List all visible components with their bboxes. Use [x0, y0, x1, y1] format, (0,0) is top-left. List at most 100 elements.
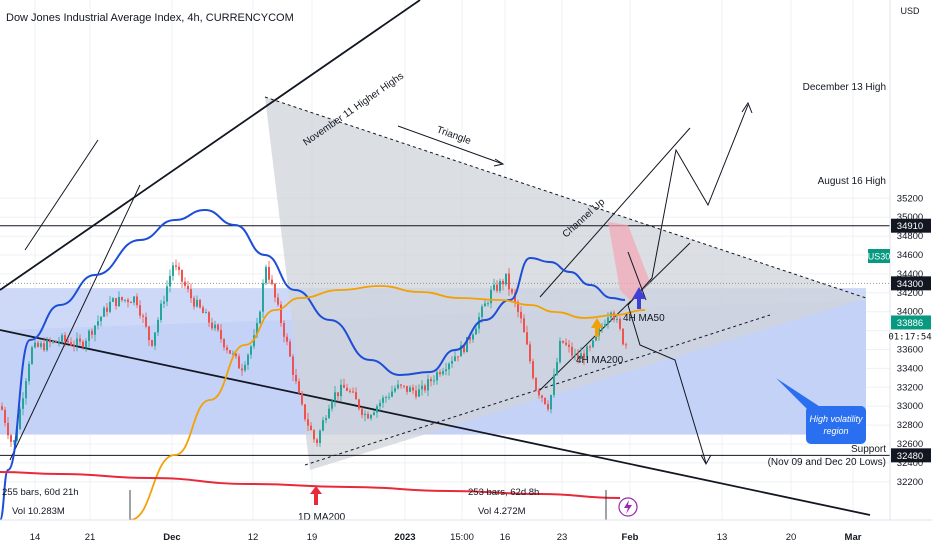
candle-body — [1, 406, 3, 410]
candle-body — [76, 338, 78, 346]
candle-body — [79, 338, 81, 342]
candle-body — [22, 398, 24, 409]
label-1d-ma200: 1D MA200 — [298, 512, 346, 523]
price-badge-label: 32480 — [897, 451, 923, 462]
candle-body — [616, 318, 618, 320]
ma200-line — [129, 285, 646, 520]
candle-body — [592, 340, 594, 347]
candle-body — [595, 335, 597, 341]
time-tick-label: 12 — [248, 532, 259, 543]
candle-body — [43, 343, 45, 351]
candle-body — [97, 321, 99, 326]
candle-body — [460, 345, 462, 357]
arrowhead-bullish — [741, 101, 753, 114]
candle-body — [172, 265, 174, 276]
candle-body — [340, 384, 342, 397]
candle-body — [361, 408, 363, 416]
candle-body — [499, 280, 501, 291]
candle-body — [67, 341, 69, 343]
price-tick-label: 33000 — [897, 401, 923, 412]
triangle-arrow-line — [397, 125, 504, 165]
price-tick-label: 34200 — [897, 288, 923, 299]
candle-body — [505, 273, 507, 285]
candle-body — [502, 280, 504, 285]
candle-body — [403, 385, 405, 387]
projection-bearish — [627, 304, 707, 464]
measure-right-vol: Vol 4.272M — [478, 506, 526, 517]
candle-body — [250, 346, 252, 355]
candle-body — [484, 303, 486, 307]
candle-body — [580, 353, 582, 359]
candle-body — [82, 341, 84, 348]
candle-body — [160, 303, 162, 320]
price-badge — [891, 315, 931, 330]
candle-body — [64, 335, 66, 342]
candle-body — [256, 323, 258, 336]
callout-text-line1: High volatility — [809, 414, 863, 424]
price-badge — [891, 218, 931, 233]
candle-body — [118, 296, 120, 307]
candle-body — [313, 430, 315, 440]
channel-line-b — [24, 139, 99, 251]
candle-body — [466, 337, 468, 353]
candle-body — [322, 420, 324, 431]
candle-body — [232, 353, 234, 355]
candle-body — [358, 399, 360, 409]
price-tick-label: 35000 — [897, 212, 923, 223]
candle-body — [259, 311, 261, 324]
candle-body — [376, 406, 378, 413]
candle-body — [556, 362, 558, 375]
candle-body — [220, 329, 222, 340]
label-aug16-high: August 16 High — [818, 176, 886, 187]
triangle-pattern — [265, 97, 866, 470]
time-tick-label: 20 — [786, 532, 797, 543]
candle-body — [31, 347, 33, 364]
candle-body — [208, 312, 210, 323]
candle-body — [61, 335, 63, 342]
symbol-badge-label: US30 — [868, 252, 891, 262]
candle-body — [346, 387, 348, 391]
candle-body — [175, 265, 177, 267]
candle-body — [319, 430, 321, 444]
price-tick-label: 35200 — [897, 193, 923, 204]
candle-body — [112, 298, 114, 302]
candle-body — [238, 356, 240, 369]
candle-body — [106, 307, 108, 312]
candle-body — [448, 363, 450, 370]
candle-body — [274, 283, 276, 298]
candle-body — [406, 385, 408, 392]
label-dec13-high: December 13 High — [803, 82, 886, 93]
price-tick-label: 34400 — [897, 269, 923, 280]
candle-body — [553, 374, 555, 396]
candle-body — [280, 304, 282, 324]
price-tick-label: 32800 — [897, 420, 923, 431]
candle-body — [421, 385, 423, 390]
candle-body — [487, 303, 489, 305]
label-support: Support — [851, 444, 886, 455]
candle-body — [235, 353, 237, 357]
candle-body — [268, 266, 270, 280]
candle-body — [349, 390, 351, 392]
candle-body — [391, 391, 393, 397]
price-badge-label: 34910 — [897, 221, 923, 232]
candle-body — [226, 347, 228, 351]
candle-body — [184, 281, 186, 286]
candle-body — [517, 301, 519, 312]
candle-body — [496, 284, 498, 291]
candle-body — [178, 266, 180, 270]
projection-bullish — [627, 104, 749, 306]
candle-body — [439, 372, 441, 375]
candle-body — [49, 340, 51, 343]
candle-body — [100, 316, 102, 322]
candle-body — [571, 346, 573, 356]
candle-body — [295, 374, 297, 382]
currency-label: USD — [900, 6, 920, 16]
symbol-badge[interactable] — [868, 249, 890, 263]
time-tick-label: 2023 — [394, 532, 415, 543]
candle-body — [199, 299, 201, 308]
chart-title: Dow Jones Industrial Average Index, 4h, … — [6, 12, 294, 24]
time-tick-label: 23 — [557, 532, 568, 543]
candle-body — [58, 341, 60, 343]
candle-body — [181, 269, 183, 282]
